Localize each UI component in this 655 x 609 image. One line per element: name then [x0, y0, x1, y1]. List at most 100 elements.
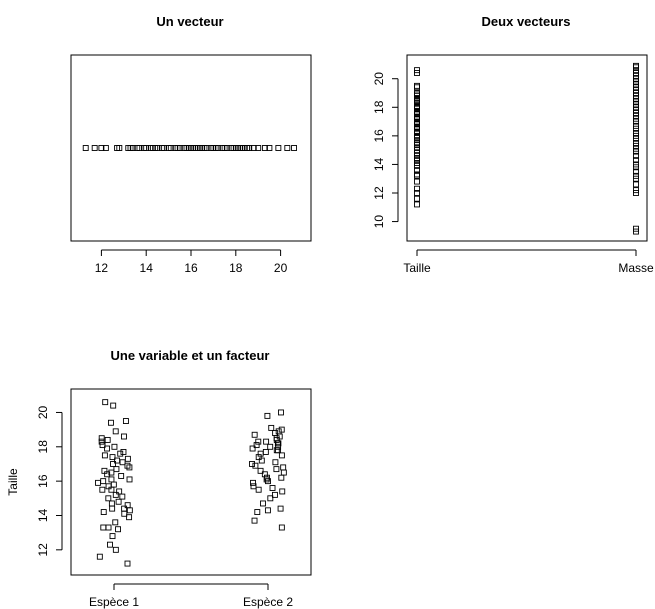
- data-point: [284, 145, 291, 151]
- data-point: [126, 464, 133, 471]
- data-point: [98, 438, 105, 445]
- data-point: [414, 171, 420, 178]
- panel-une-variable-et-un-facteur: Une variable et un facteur Taille 12 14 16…: [6, 348, 312, 609]
- data-point: [113, 466, 120, 473]
- data-point: [414, 172, 420, 179]
- data-point: [414, 185, 420, 192]
- data-point: [115, 498, 122, 505]
- data-point: [633, 157, 639, 164]
- data-point: [136, 145, 143, 151]
- data-point: [254, 509, 261, 516]
- data-point: [111, 443, 118, 450]
- y-tick-label: 18: [372, 100, 386, 114]
- data-point: [633, 172, 639, 179]
- y-tick-label: 20: [36, 405, 50, 419]
- data-point: [414, 84, 420, 91]
- x-tick-label: 18: [229, 261, 243, 275]
- data-point: [275, 447, 282, 454]
- data-point: [252, 462, 259, 469]
- y-axis: 12 14 16 18 20: [36, 405, 63, 557]
- data-point: [255, 454, 262, 461]
- data-point: [269, 485, 276, 491]
- data-point: [255, 438, 262, 445]
- data-point: [121, 505, 128, 512]
- data-point: [112, 519, 119, 526]
- data-point: [258, 457, 265, 464]
- data-point: [109, 533, 116, 540]
- data-point: [161, 145, 168, 151]
- data-point: [126, 476, 133, 483]
- data-point: [102, 145, 109, 151]
- data-point: [91, 145, 98, 151]
- data-point: [271, 491, 278, 498]
- y-tick-label: 10: [372, 215, 386, 229]
- data-point: [112, 428, 119, 435]
- y-tick-label: 14: [372, 157, 386, 171]
- chart-title: Deux vecteurs: [482, 14, 571, 29]
- data-point: [633, 122, 639, 129]
- data-point: [104, 445, 111, 452]
- data-point: [249, 461, 255, 467]
- data-point: [278, 524, 285, 531]
- data-point: [414, 195, 420, 202]
- data-point: [110, 481, 117, 488]
- data-point: [104, 436, 111, 443]
- x-axis: Taille Masse: [403, 249, 654, 275]
- data-point: [278, 474, 285, 481]
- data-point: [214, 145, 221, 151]
- data-point: [414, 82, 420, 89]
- data-point: [263, 438, 270, 445]
- data-point: [203, 145, 210, 151]
- data-point: [105, 495, 112, 502]
- plot-frame: [70, 54, 312, 242]
- data-point: [255, 486, 262, 493]
- data-point: [98, 435, 105, 442]
- data-point: [95, 479, 101, 486]
- data-point: [262, 448, 269, 455]
- data-point: [273, 447, 280, 454]
- data-point: [116, 488, 123, 495]
- data-point: [253, 442, 260, 449]
- data-point: [100, 509, 107, 516]
- data-point: [278, 409, 284, 416]
- data-point: [114, 457, 121, 464]
- data-point: [633, 161, 639, 168]
- x-tick-label: 14: [140, 261, 154, 275]
- data-point: [143, 145, 150, 151]
- data-point: [96, 553, 103, 560]
- data-point: [291, 145, 297, 151]
- x-tick-label: 12: [95, 261, 109, 275]
- data-point: [108, 469, 115, 476]
- data-point: [249, 445, 256, 452]
- data-point: [109, 505, 116, 512]
- x-tick-label: 16: [184, 261, 198, 275]
- data-point: [246, 145, 253, 151]
- data-point: [279, 488, 286, 495]
- data-point: [98, 145, 105, 151]
- data-point: [154, 145, 161, 151]
- data-point: [257, 467, 264, 474]
- x-axis: 12 14 16 18 20: [95, 249, 288, 275]
- points: [82, 145, 297, 151]
- x-axis: Espèce 1 Espèce 2: [89, 583, 293, 609]
- data-point: [121, 510, 128, 517]
- data-point: [124, 455, 131, 462]
- data-point: [176, 145, 183, 151]
- data-point: [257, 450, 264, 457]
- x-tick-label: Masse: [618, 261, 654, 275]
- data-point: [264, 507, 271, 514]
- data-point: [101, 452, 108, 459]
- data-point: [275, 428, 282, 435]
- data-point: [110, 402, 117, 409]
- data-point: [112, 546, 119, 553]
- data-point: [633, 152, 639, 159]
- data-point: [124, 502, 131, 509]
- chart-title: Un vecteur: [156, 14, 223, 29]
- data-point: [633, 187, 639, 194]
- data-point: [122, 418, 129, 424]
- data-point: [101, 467, 108, 474]
- data-point: [255, 145, 262, 151]
- data-point: [278, 426, 285, 433]
- data-point: [261, 471, 268, 478]
